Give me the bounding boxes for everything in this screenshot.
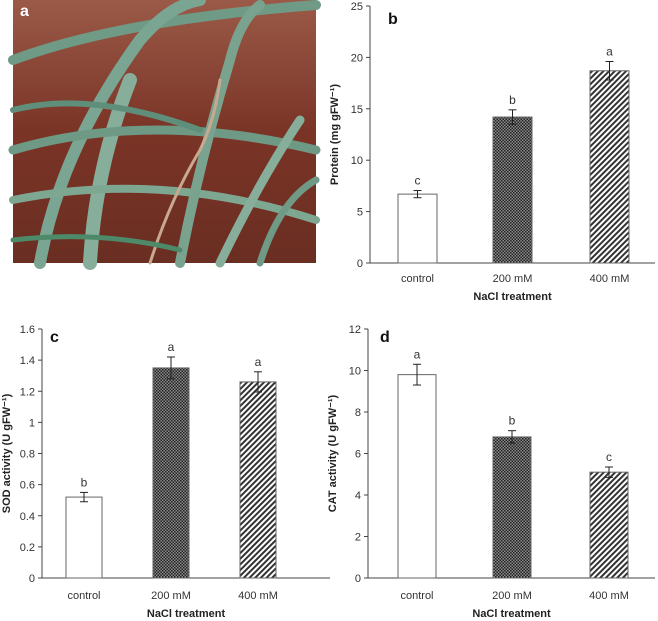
bar-400-mm (589, 471, 629, 579)
chart-cat: 0 2 4 6 8 10 12 a control b 200 mM c 400 mM NaCl trea… (327, 324, 655, 620)
y-tick-label: 0.4 (20, 511, 35, 523)
panel-label-d: d (380, 329, 390, 346)
bar-200-mm (492, 436, 532, 579)
y-tick-label: 20 (351, 52, 363, 64)
significance-label: b (81, 475, 88, 489)
chart-sod: 0 0.2 0.4 0.6 0.8 1 1.2 1.4 1.6 b control a 200 mM a 4… (1, 324, 330, 620)
y-tick-label: 10 (349, 366, 361, 378)
y-axis-label: SOD activity (U gFW⁻¹) (1, 393, 13, 513)
significance-label: c (415, 174, 421, 188)
chart-protein: 0 5 10 15 20 25 c control b 200 mM a 400 mM NaCl tre… (329, 1, 655, 303)
x-axis-label: NaCl treatment (147, 608, 226, 620)
y-tick-label: 10 (351, 155, 363, 167)
y-tick-label: 0 (355, 573, 361, 585)
x-tick-label: 400 mM (589, 590, 629, 602)
bar-control (397, 374, 437, 579)
y-tick-label: 6 (355, 449, 361, 461)
x-tick-label: control (401, 273, 434, 285)
y-tick-label: 0.8 (20, 449, 35, 461)
x-tick-label: control (400, 590, 433, 602)
y-tick-label: 1.2 (20, 386, 35, 398)
y-tick-label: 0.2 (20, 542, 35, 554)
x-tick-label: control (67, 590, 100, 602)
x-axis-label: NaCl treatment (473, 291, 552, 303)
plant-leaves (8, 0, 321, 270)
x-tick-label: 200 mM (492, 590, 532, 602)
significance-label: a (606, 45, 613, 59)
bar-400-mm (589, 70, 630, 264)
bar-400-mm (239, 381, 277, 579)
significance-label: b (509, 414, 516, 428)
significance-label: a (168, 340, 175, 354)
y-axis-label: Protein (mg gFW⁻¹) (329, 84, 341, 185)
bar-control (397, 193, 438, 264)
y-tick-label: 12 (349, 324, 361, 336)
x-tick-label: 400 mM (590, 273, 630, 285)
y-tick-label: 0 (357, 258, 363, 270)
x-tick-label: 200 mM (151, 590, 191, 602)
y-tick-label: 1.6 (20, 324, 35, 336)
y-tick-label: 0.6 (20, 480, 35, 492)
y-tick-label: 8 (355, 407, 361, 419)
y-tick-label: 1 (29, 417, 35, 429)
significance-label: a (414, 347, 421, 361)
x-tick-label: 400 mM (238, 590, 278, 602)
y-tick-label: 5 (357, 207, 363, 219)
x-axis-label: NaCl treatment (472, 608, 551, 620)
y-tick-label: 15 (351, 104, 363, 116)
significance-label: c (606, 450, 612, 464)
x-tick-label: 200 mM (493, 273, 533, 285)
bar-200-mm (492, 116, 533, 264)
photo-panel-a: a (8, 0, 321, 270)
significance-label: a (255, 355, 262, 369)
bar-control (65, 496, 103, 579)
significance-label: b (509, 93, 516, 107)
y-tick-label: 1.4 (20, 355, 35, 367)
y-tick-label: 25 (351, 1, 363, 13)
y-axis-label: CAT activity (U gFW⁻¹) (327, 394, 339, 512)
y-tick-label: 0 (29, 573, 35, 585)
panel-label-a: a (20, 3, 29, 20)
y-tick-label: 4 (355, 490, 361, 502)
panel-label-c: c (50, 329, 59, 346)
bar-200-mm (152, 367, 190, 579)
y-tick-label: 2 (355, 532, 361, 544)
panel-label-b: b (388, 11, 398, 28)
